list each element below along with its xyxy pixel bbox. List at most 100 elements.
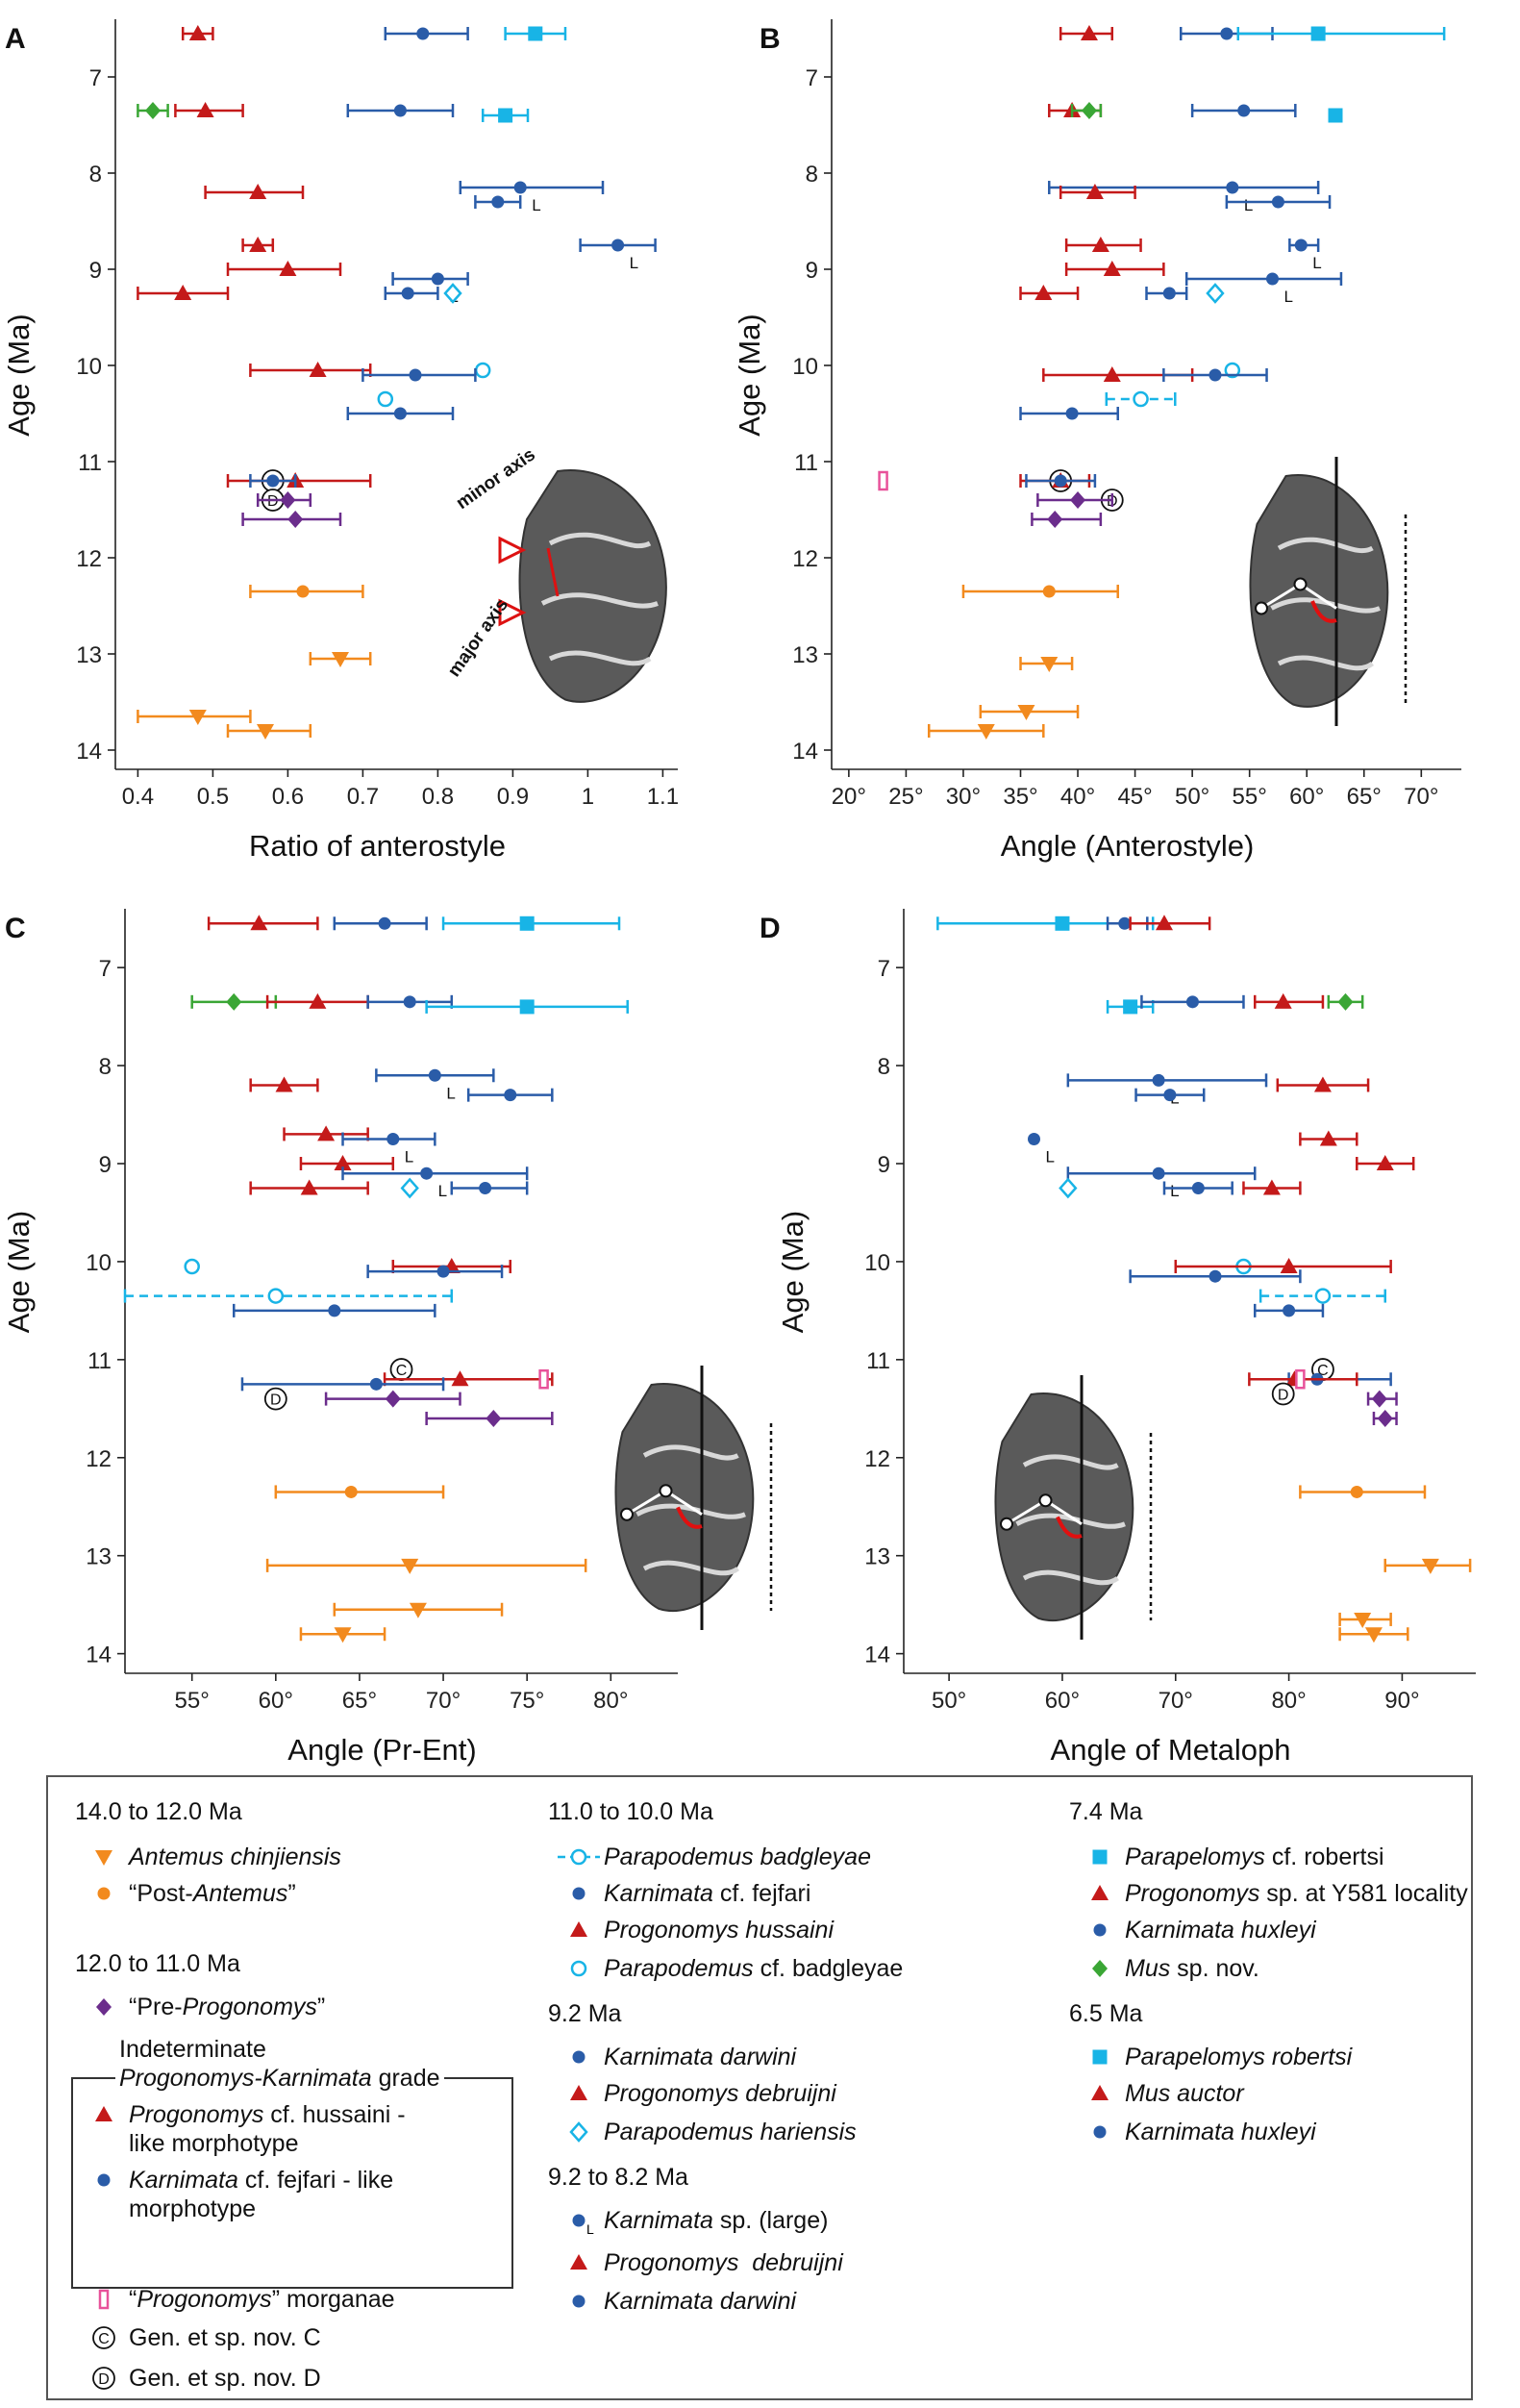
legend-label-post: ” [287, 1880, 296, 1907]
y-tick-label: 13 [792, 642, 818, 668]
legend-marker [97, 2173, 111, 2187]
legend-heading: 9.2 to 8.2 Ma [548, 2164, 688, 2191]
marker [1185, 995, 1199, 1009]
tooth-outline [1249, 474, 1389, 708]
marker [386, 1133, 400, 1146]
x-tick-label: 65° [342, 1688, 377, 1714]
data-point-k_large: L [1027, 1133, 1055, 1166]
legend-symbol: L [572, 2214, 594, 2235]
marker [377, 390, 394, 408]
y-tick-label: 12 [86, 1446, 112, 1472]
legend-label-italic: Parapodemus badgleyae [604, 1844, 871, 1870]
marker [1283, 1304, 1296, 1317]
marker [287, 511, 304, 528]
legend-label-italic: Parapelomys robertsi [1125, 2044, 1353, 2070]
legend-marker [570, 1921, 587, 1937]
x-tick-label: 40° [1060, 784, 1095, 810]
y-tick-label: 14 [792, 739, 818, 765]
data-point-pre_prog [241, 511, 342, 528]
marker-ring [263, 1387, 287, 1411]
legend-marker: D [92, 2367, 115, 2390]
data-point-pre_prog [1031, 511, 1103, 528]
marker [420, 1166, 434, 1180]
panel-B: B7 8 9 10 11 12 13 14 20° 25° 30° 35° 40° 45° 50° 55° 60… [733, 19, 1461, 863]
marker [416, 27, 430, 40]
y-tick-label: 11 [866, 1348, 890, 1374]
data-point-k_large: L [1288, 238, 1322, 272]
panel-D: D 7 8 9 10 11 12 13 14 50° 60° 70° 80° 90° Angle of Me… [760, 909, 1476, 1767]
data-point-k_darwini_92 [474, 195, 522, 209]
legend-item-pre_prog: “Pre-Progonomys” [96, 1993, 325, 2021]
marker [1152, 1073, 1165, 1087]
data-point-k_cf_fejfari [1129, 1269, 1302, 1284]
tooth-ridge [642, 1444, 739, 1461]
data-point-p_badgleyae [1258, 1288, 1386, 1304]
marker [428, 1068, 441, 1082]
x-tick-label: 80° [1271, 1688, 1306, 1714]
large-tag: L [1284, 288, 1293, 306]
legend-label-italic: Mus auctor [1125, 2080, 1244, 2107]
large-tag: L [446, 1084, 455, 1102]
x-tick-label: 1.1 [647, 784, 679, 810]
data-point-k_huxleyi_74 [346, 104, 455, 117]
legend-label-italic: Karnimata [604, 1880, 713, 1907]
legend-label-italic: Antemus chinjiensis [129, 1844, 341, 1870]
marker [538, 1368, 549, 1390]
y-tick-label: 8 [878, 1054, 890, 1080]
marker [1155, 915, 1173, 931]
marker [332, 652, 349, 667]
legend-item-p_badgleyae: Parapodemus badgleyae [558, 1843, 871, 1871]
x-tick-label: 50° [1175, 784, 1209, 810]
data-point-gen_d: D [263, 1387, 287, 1411]
legend-marker [1091, 2085, 1109, 2100]
x-tick-label: 70° [426, 1688, 461, 1714]
marker [1047, 511, 1063, 528]
legend-item-a_chinjiensis: Antemus chinjiensis [95, 1843, 341, 1871]
marker [1295, 1368, 1306, 1390]
angle-point [620, 1507, 634, 1521]
legend-item-mus_nov: Mus sp. nov. [1092, 1954, 1259, 1983]
y-tick-label: 11 [794, 450, 818, 476]
marker [1262, 1179, 1281, 1195]
legend-item-parapelomys_cf: Parapelomys cf. robertsi [1092, 1843, 1384, 1871]
y-axis-label: Age (Ma) [2, 314, 36, 436]
data-point-parapelomys_robertsi [1236, 26, 1446, 41]
legend-symbol [98, 2289, 110, 2310]
data-point-k_large: L [459, 181, 605, 214]
marker: D [263, 1387, 287, 1411]
marker [1080, 25, 1098, 40]
data-point-a_chinjiensis [1338, 1612, 1392, 1628]
legend-item-prog_y581: Progonomys sp. at Y581 locality [1091, 1879, 1468, 1908]
marker [1354, 1612, 1372, 1628]
data-point-k_huxleyi_65 [384, 27, 469, 40]
marker [309, 362, 327, 377]
legend-label: “Progonomys” morganae [129, 2285, 395, 2314]
data-point-pre_prog [324, 1390, 461, 1408]
data-point-k_cf_fejfari [366, 1265, 504, 1279]
x-tick-label: 55° [1233, 784, 1267, 810]
marker [1055, 916, 1070, 931]
angle-point [659, 1484, 673, 1498]
marker [1209, 368, 1222, 382]
data-point-k_cf_fejfari [1019, 407, 1119, 420]
grade-title-italic: Progonomys-Karnimata [119, 2065, 372, 2092]
marker [250, 915, 268, 931]
marker [1054, 474, 1067, 488]
legend-label: Progonomys sp. at Y581 locality [1125, 1879, 1468, 1908]
data-point-post_antemus [249, 585, 364, 598]
data-point-post_antemus [274, 1485, 445, 1499]
y-tick-label: 10 [792, 354, 818, 380]
legend-item-k_huxleyi_74: Karnimata huxleyi [1093, 1916, 1316, 1944]
large-tag: L [1312, 254, 1321, 272]
legend-label-post: sp. at Y581 locality [1259, 1880, 1468, 1907]
legend-label: Progonomys debruijni [604, 2079, 836, 2108]
legend-label-post: cf. robertsi [1264, 1844, 1384, 1870]
marker [443, 283, 462, 304]
legend-symbol [572, 2295, 586, 2308]
data-point-p_debruijni_92 [1299, 1130, 1358, 1146]
marker [188, 25, 207, 40]
legend-item-gen_d: D Gen. et sp. nov. D [92, 2364, 321, 2393]
legend-label: Parapelomys cf. robertsi [1125, 1843, 1384, 1871]
data-point-k_large: L [341, 1132, 436, 1166]
x-tick-label: 45° [1117, 784, 1152, 810]
